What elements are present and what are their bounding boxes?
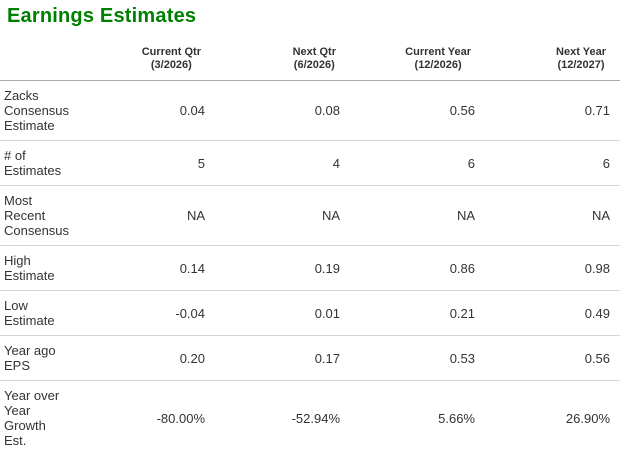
- cell-value: 0.14: [179, 260, 205, 276]
- column-period: (3/2026): [150, 59, 192, 71]
- column-label: Current Year: [405, 46, 471, 58]
- row-label: Zacks Consensus Estimate: [4, 88, 70, 133]
- cell-value: -52.94%: [291, 410, 340, 426]
- column-header-next-year: Next Year (12/2027): [485, 34, 620, 81]
- earnings-estimates-table: Current Qtr (3/2026) Next Qtr (6/2026) C…: [0, 34, 620, 453]
- cell-value: 0.20: [179, 350, 205, 366]
- cell-value: 4: [332, 155, 340, 171]
- row-label: High Estimate: [4, 253, 55, 283]
- header-row: Current Qtr (3/2026) Next Qtr (6/2026) C…: [0, 34, 620, 81]
- cell-value: 5.66%: [438, 410, 475, 426]
- table-row-most-recent-consensus: Most Recent Consensus NA NA NA NA: [0, 186, 620, 246]
- cell-value: 0.71: [584, 103, 610, 118]
- cell-value: 0.21: [449, 305, 475, 321]
- column-header-next-qtr: Next Qtr (6/2026): [215, 34, 350, 81]
- table-row-number-of-estimates: # of Estimates 5 4 6 6: [0, 141, 620, 186]
- row-label: Year over Year Growth Est.: [4, 388, 60, 448]
- cell-value: 6: [602, 155, 610, 171]
- row-label: Year ago EPS: [4, 343, 56, 373]
- table-row-zacks-consensus-estimate: Zacks Consensus Estimate 0.04 0.08 0.56 …: [0, 81, 620, 141]
- column-period: (6/2026): [293, 59, 335, 71]
- cell-value: 0.98: [584, 260, 610, 276]
- column-period: (12/2027): [557, 59, 605, 71]
- column-header-current-qtr: Current Qtr (3/2026): [80, 34, 215, 81]
- cell-value: 0.19: [314, 260, 340, 276]
- section-title: Earnings Estimates: [7, 5, 197, 27]
- cell-value: 0.08: [314, 103, 340, 118]
- table-row-year-ago-eps: Year ago EPS 0.20 0.17 0.53 0.56: [0, 336, 620, 381]
- cell-value: 0.49: [584, 305, 610, 321]
- cell-value: 0.56: [584, 350, 610, 366]
- earnings-estimates-section: Earnings Estimates Current Qtr (3/2026) …: [0, 5, 620, 453]
- cell-value: -80.00%: [156, 410, 205, 426]
- cell-value: NA: [456, 208, 475, 223]
- cell-value: NA: [591, 208, 610, 223]
- table-row-year-over-year-growth: Year over Year Growth Est. -80.00% -52.9…: [0, 381, 620, 453]
- row-label: Most Recent Consensus: [4, 193, 70, 238]
- cell-value: 26.90%: [565, 410, 610, 426]
- cell-value: 6: [467, 155, 475, 171]
- cell-value: 0.56: [449, 103, 475, 118]
- row-label: # of Estimates: [4, 148, 62, 178]
- column-period: (12/2026): [414, 59, 462, 71]
- cell-value: NA: [321, 208, 340, 223]
- cell-value: 5: [197, 155, 205, 171]
- cell-value: 0.01: [314, 305, 340, 321]
- column-header-current-year: Current Year (12/2026): [350, 34, 485, 81]
- row-header-spacer: [0, 34, 80, 81]
- row-label: Low Estimate: [4, 298, 55, 328]
- column-label: Next Qtr: [292, 46, 336, 58]
- column-label: Current Qtr: [141, 46, 201, 58]
- cell-value: 0.53: [449, 350, 475, 366]
- column-label: Next Year: [556, 46, 606, 58]
- table-row-high-estimate: High Estimate 0.14 0.19 0.86 0.98: [0, 246, 620, 291]
- table-row-low-estimate: Low Estimate -0.04 0.01 0.21 0.49: [0, 291, 620, 336]
- cell-value: 0.86: [449, 260, 475, 276]
- cell-value: -0.04: [175, 305, 205, 321]
- cell-value: 0.04: [179, 103, 205, 118]
- cell-value: 0.17: [314, 350, 340, 366]
- cell-value: NA: [186, 208, 205, 223]
